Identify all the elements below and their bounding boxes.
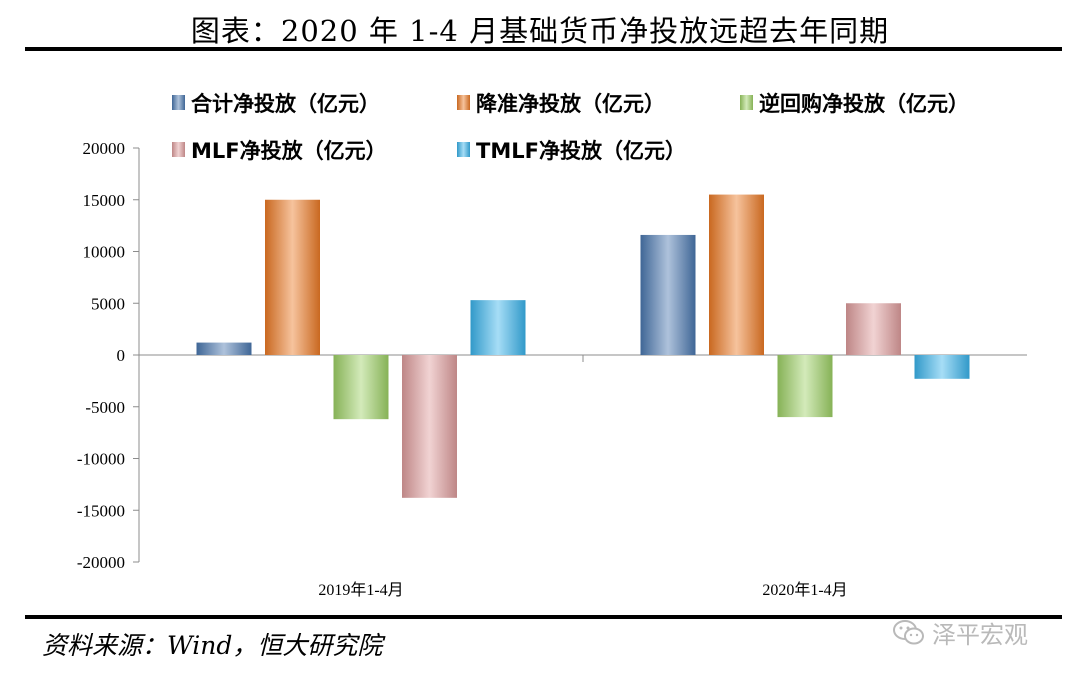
y-tick-label: -15000 [77,501,125,520]
y-tick-label: 20000 [83,139,126,158]
legend-label: TMLF净投放（亿元） [476,139,686,163]
bar [265,199,320,355]
legend-label: 逆回购净投放（亿元） [759,92,969,116]
wechat-icon [893,619,924,644]
bar [709,194,764,355]
x-category-label: 2019年1-4月 [318,581,403,599]
bar [846,303,901,355]
bar [402,355,457,498]
source-note: 资料来源：Wind，恒大研究院 [42,631,383,660]
legend-swatch [172,142,185,157]
chart-title: 图表：2020 年 1-4 月基础货币净投放远超去年同期 [190,14,890,48]
y-tick-label: 10000 [83,243,126,262]
bar-chart: 合计净投放（亿元） 降准净投放（亿元） 逆回购净投放（亿元） MLF净投放（亿元） TM… [77,92,1027,599]
axes: 20000 15000 10000 5000 0 -5000 -10000 -15000 -20… [77,139,1027,599]
watermark: 泽平宏观 [892,615,1028,650]
bar [914,355,970,379]
y-tick-label: 5000 [91,294,125,313]
legend-swatch [172,95,185,110]
legend-swatch [457,142,470,157]
y-tick-label: -10000 [77,450,125,469]
bar [640,234,696,355]
y-tick-label: -5000 [85,398,125,417]
y-tick-label: 15000 [83,191,126,210]
bar [777,355,833,418]
y-tick-label: 0 [117,346,126,365]
top-rule [25,47,1062,51]
legend-label: 降准净投放（亿元） [476,92,665,116]
bottom-rule [25,615,1062,619]
bar [470,300,526,355]
bars [196,194,970,498]
bar [333,355,389,420]
legend-swatch [740,95,753,110]
legend-swatch [457,95,470,110]
y-tick-label: -20000 [77,553,125,572]
legend: 合计净投放（亿元） 降准净投放（亿元） 逆回购净投放（亿元） MLF净投放（亿元） TM… [172,92,969,163]
watermark-label: 泽平宏观 [932,621,1028,649]
x-category-label: 2020年1-4月 [762,581,847,599]
legend-label: MLF净投放（亿元） [191,139,387,163]
bar [196,342,252,355]
legend-label: 合计净投放（亿元） [191,92,380,116]
